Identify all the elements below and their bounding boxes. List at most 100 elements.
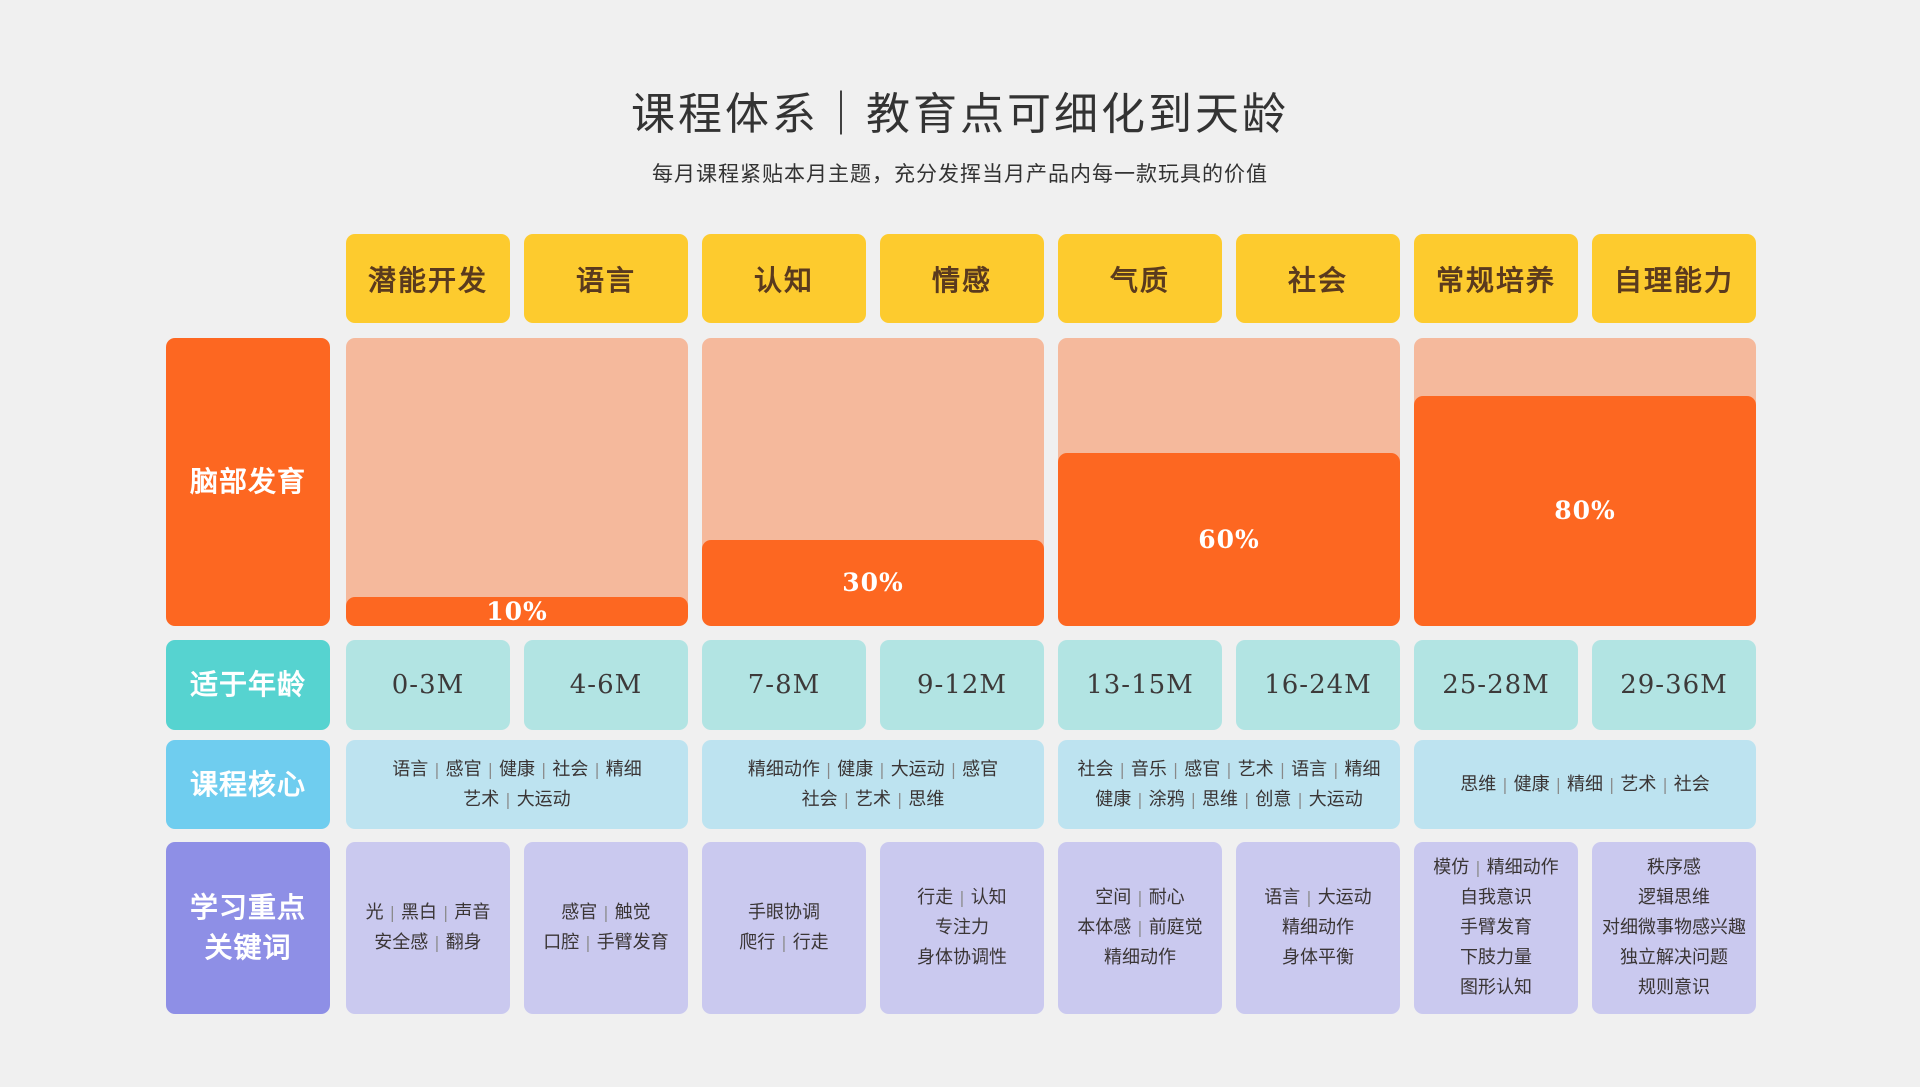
keyword: 专注力 [935, 917, 989, 938]
core-item: 精细 [1567, 773, 1603, 795]
keyword-cell: 语言 | 大运动 精细动作 身体平衡 [1236, 842, 1400, 1014]
keyword-line: 秩序感 [1647, 853, 1701, 883]
keyword-line: 模仿 | 精细动作 [1433, 853, 1558, 883]
column-header: 自理能力 [1592, 234, 1756, 323]
core-item: 健康 [1095, 788, 1132, 810]
core-item: 社会 [1077, 758, 1114, 780]
keyword: 空间 [1095, 887, 1132, 908]
core-cell: 社会 | 音乐 | 感官 | 艺术 | 语言 | 精细 健康 | 涂鸦 | 思维 | 创意 | 大运动 [1058, 740, 1400, 829]
row-label: 学习重点 关键词 [166, 842, 330, 1014]
keyword-line: 行走 | 认知 [917, 883, 1006, 913]
separator: | [843, 789, 849, 809]
separator: | [443, 903, 449, 922]
core-item: 思维 [1460, 773, 1497, 795]
keyword: 声音 [454, 902, 491, 923]
row-label: 适于年龄 [166, 640, 330, 730]
separator: | [585, 933, 591, 952]
keyword-line: 规则意识 [1638, 973, 1710, 1003]
separator: | [1279, 759, 1286, 779]
keyword-line: 手臂发育 [1460, 913, 1532, 943]
keyword-line: 本体感 | 前庭觉 [1077, 913, 1202, 943]
keyword: 身体协调性 [917, 947, 1007, 968]
keyword: 精细动作 [1486, 857, 1559, 878]
core-item: 大运动 [516, 788, 571, 810]
separator: | [1226, 759, 1232, 779]
age-cell: 13-15M [1058, 640, 1222, 730]
core-item: 语言 [392, 758, 429, 780]
separator: | [1662, 774, 1668, 794]
keyword: 模仿 [1433, 857, 1470, 878]
keyword: 前庭觉 [1148, 917, 1203, 938]
separator: | [541, 759, 547, 779]
brain-label: 30% [842, 568, 904, 598]
separator: | [897, 789, 903, 809]
core-item: 社会 [1673, 773, 1710, 795]
core-item: 社会 [552, 758, 589, 780]
age-cell: 0-3M [346, 640, 510, 730]
core-item: 艺术 [1237, 758, 1274, 780]
age-cell: 9-12M [880, 640, 1044, 730]
keyword-line: 身体协调性 [917, 943, 1007, 973]
separator: | [1137, 918, 1143, 937]
keyword: 秩序感 [1647, 857, 1701, 878]
separator: | [487, 759, 493, 779]
brain-bar: 10% [346, 597, 688, 626]
keyword-line: 下肢力量 [1460, 943, 1532, 973]
keyword-line: 空间 | 耐心 [1095, 883, 1184, 913]
separator: | [603, 903, 609, 922]
core-line: 社会 | 音乐 | 感官 | 艺术 | 语言 | 精细 [1078, 755, 1381, 785]
separator: | [959, 888, 965, 907]
separator: | [1297, 789, 1303, 809]
keyword: 下肢力量 [1460, 947, 1532, 968]
core-line: 精细动作 | 健康 | 大运动 | 感官 [748, 755, 998, 785]
keyword: 行走 [792, 932, 829, 953]
core-item: 感官 [1184, 758, 1221, 780]
age-cell: 7-8M [702, 640, 866, 730]
brain-bar: 80% [1414, 395, 1756, 626]
column-header: 语言 [524, 234, 688, 323]
brain-track: 10% [346, 338, 688, 626]
brain-label: 80% [1554, 496, 1616, 526]
column-header: 认知 [702, 234, 866, 323]
keyword: 自我意识 [1460, 887, 1532, 908]
keyword-line: 光 | 黑白 | 声音 [366, 898, 491, 928]
separator: | [1333, 759, 1339, 779]
keyword: 行走 [917, 887, 954, 908]
keyword: 语言 [1264, 887, 1301, 908]
age-cell: 16-24M [1236, 640, 1400, 730]
core-line: 语言 | 感官 | 健康 | 社会 | 精细 [392, 755, 642, 785]
column-header: 气质 [1058, 234, 1222, 323]
core-item: 语言 [1291, 758, 1328, 780]
keyword: 独立解决问题 [1620, 947, 1728, 968]
brain-track: 80% [1414, 338, 1756, 626]
column-header: 常规培养 [1414, 234, 1578, 323]
core-item: 健康 [499, 758, 535, 780]
row-label-line: 关键词 [204, 931, 292, 964]
keyword-line: 独立解决问题 [1620, 943, 1728, 973]
separator: | [1555, 774, 1561, 794]
age-cell: 4-6M [524, 640, 688, 730]
keyword: 规则意识 [1638, 977, 1710, 998]
column-header: 社会 [1236, 234, 1400, 323]
title: 课程体系｜教育点可细化到天龄 [631, 89, 1289, 140]
separator: | [1609, 774, 1615, 794]
brain-label: 10% [486, 597, 548, 626]
keyword: 触觉 [614, 902, 651, 923]
keyword-cell: 光 | 黑白 | 声音 安全感 | 翻身 [346, 842, 510, 1014]
core-item: 创意 [1255, 788, 1292, 810]
brain-label: 60% [1198, 525, 1260, 555]
separator: | [594, 759, 600, 779]
separator: | [1137, 789, 1143, 809]
keyword: 黑白 [401, 902, 437, 923]
core-item: 感官 [445, 758, 482, 780]
separator: | [1137, 888, 1143, 907]
separator: | [1475, 858, 1481, 877]
keyword: 手臂发育 [1460, 917, 1532, 938]
keyword: 光 [365, 902, 384, 923]
core-item: 大运动 [1308, 788, 1363, 810]
core-line: 思维 | 健康 | 精细 | 艺术 | 社会 [1460, 770, 1710, 800]
keyword: 口腔 [543, 932, 580, 953]
core-item: 思维 [908, 788, 945, 810]
column-header: 潜能开发 [346, 234, 510, 323]
